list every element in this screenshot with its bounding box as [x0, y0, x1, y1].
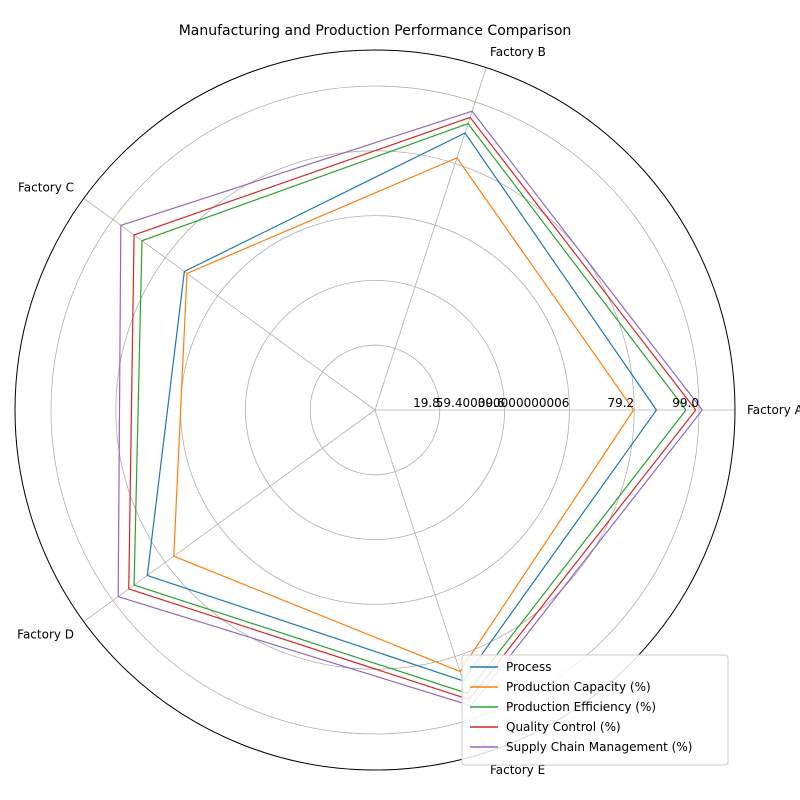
category-labels: Factory A Factory B Factory C Factory D Fact…	[17, 45, 800, 777]
ring-gridline	[309, 344, 441, 476]
radial-tick-label: 39.6	[478, 396, 505, 410]
spoke-gridline	[83, 409, 376, 622]
radial-tick-labels: 19.8 39.659.400000000000006 79.2 99.0	[413, 396, 699, 410]
legend-box	[461, 654, 729, 766]
radial-tick-label: 99.0	[672, 396, 699, 410]
legend-entry: Process	[506, 660, 552, 674]
ring-gridline	[50, 85, 700, 735]
legend-entry: Production Capacity (%)	[506, 680, 651, 694]
category-label: Factory C	[18, 180, 74, 194]
series-line-3	[133, 122, 687, 694]
series-layer	[117, 110, 703, 707]
category-label: Factory B	[490, 45, 546, 59]
series-line-4	[128, 116, 697, 701]
legend-entry: Supply Chain Management (%)	[506, 740, 692, 754]
legend-entry: Quality Control (%)	[506, 720, 621, 734]
radial-tick-label: 59.400000000000006	[436, 396, 570, 410]
polar-frame	[14, 49, 736, 771]
ring-gridline	[244, 279, 506, 541]
radial-tick-label: 19.8	[413, 396, 440, 410]
spoke-gridline	[374, 67, 487, 411]
series-line-1	[146, 132, 657, 682]
chart-title: Manufacturing and Production Performance…	[179, 23, 572, 39]
legend-entry: Production Efficiency (%)	[506, 700, 656, 714]
series-line-2	[173, 157, 635, 673]
category-label: Factory D	[17, 628, 74, 642]
category-label: Factory A	[747, 403, 800, 417]
radial-tick-label: 79.2	[607, 396, 634, 410]
category-label: Factory E	[490, 763, 545, 777]
legend: Process Production Capacity (%) Production…	[461, 654, 729, 766]
spoke-gridline	[83, 198, 376, 411]
